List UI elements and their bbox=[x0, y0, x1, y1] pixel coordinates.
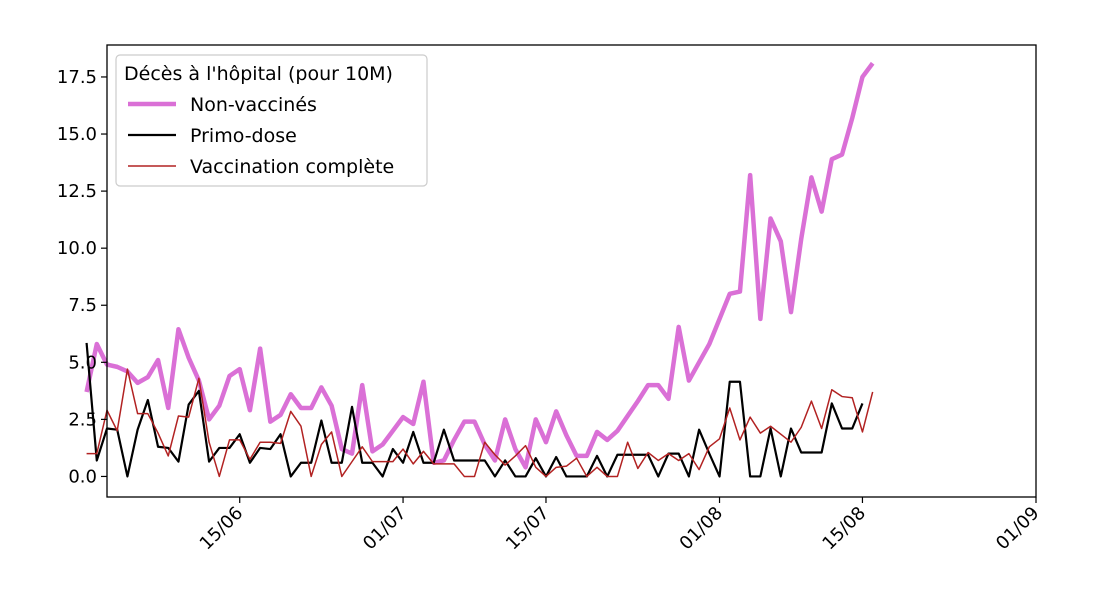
legend-box bbox=[115, 54, 428, 187]
legend-label-non-vaccines: Non-vaccinés bbox=[190, 94, 317, 116]
legend-label-primo-dose: Primo-dose bbox=[190, 125, 297, 147]
y-axis: 0.0 2.5 5.0 7.5 10.0 12.5 15.0 17.5 bbox=[57, 67, 107, 487]
y-tick-label: 12.5 bbox=[57, 181, 97, 202]
y-tick-label: 15.0 bbox=[57, 124, 97, 145]
legend: Décès à l'hôpital (pour 10M) Non-vacciné… bbox=[115, 54, 428, 187]
y-tick-label: 2.5 bbox=[68, 409, 97, 430]
y-tick-label: 7.5 bbox=[68, 295, 97, 316]
series-line-vaccination-complete bbox=[86, 368, 874, 478]
series-line-non-vaccines bbox=[84, 61, 875, 470]
series-line-primo-dose bbox=[85, 342, 864, 478]
y-tick-label: 0.0 bbox=[68, 466, 97, 487]
legend-title: Décès à l'hôpital (pour 10M) bbox=[124, 63, 393, 85]
y-tick-label: 17.5 bbox=[57, 67, 97, 88]
y-tick-label: 5.0 bbox=[68, 352, 97, 373]
y-tick-label: 10.0 bbox=[57, 238, 97, 259]
plot-frame bbox=[106, 44, 1037, 498]
series-layer bbox=[84, 61, 875, 478]
legend-label-vaccination-complete: Vaccination complète bbox=[190, 156, 394, 178]
